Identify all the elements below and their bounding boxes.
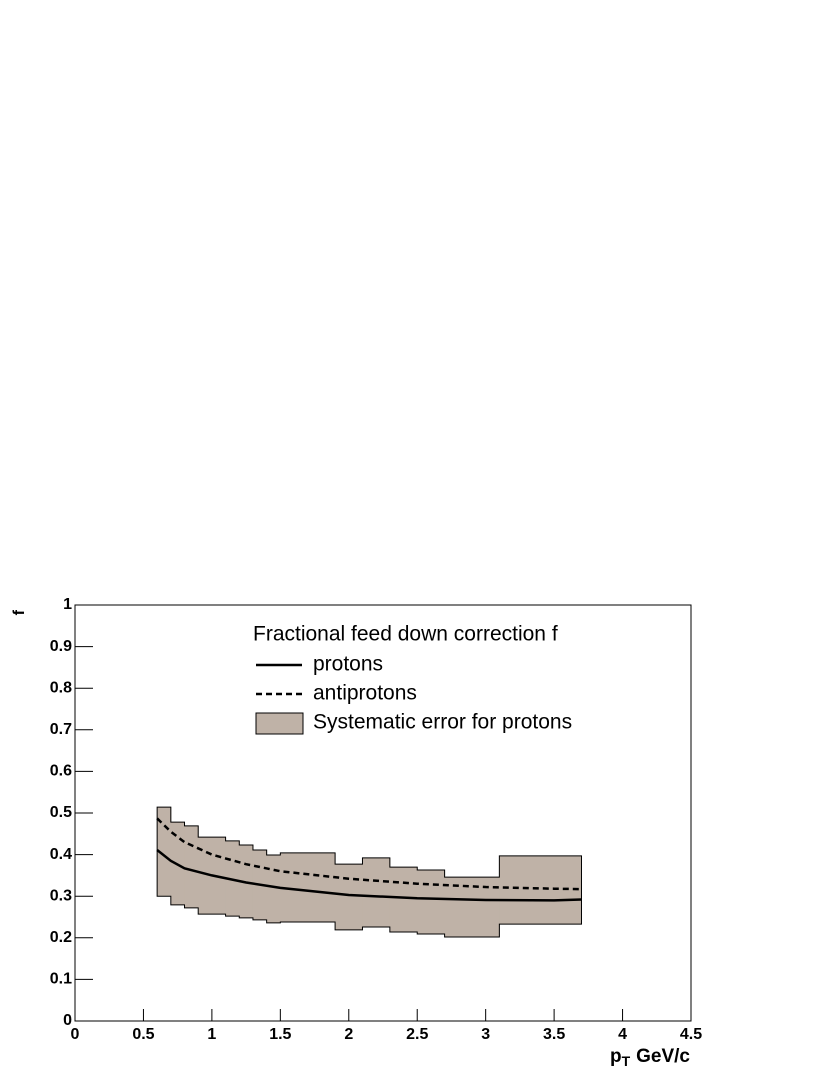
x-label-sub: T — [622, 1053, 631, 1069]
error-band-outline — [156, 806, 582, 938]
x-tick-label: 0 — [71, 1026, 80, 1043]
y-tick-label: 0.8 — [50, 679, 72, 696]
x-label-main: p — [610, 1046, 622, 1067]
error-band-bin — [444, 877, 500, 937]
error-band-bin — [335, 864, 363, 930]
error-band-bin — [417, 869, 446, 935]
y-tick-label: 0.2 — [50, 929, 72, 946]
y-axis-label: f — [11, 609, 28, 615]
y-tick-label: 0.4 — [50, 846, 72, 863]
y-tick-label: 0.9 — [50, 638, 72, 655]
legend-title: Fractional feed down correction f — [253, 623, 558, 646]
legend-label: antiprotons — [313, 682, 417, 705]
y-tick-label: 0.1 — [50, 971, 72, 988]
y-tick-label: 0.5 — [50, 804, 72, 821]
x-tick-label: 1.5 — [269, 1026, 291, 1043]
x-tick-label: 0.5 — [132, 1026, 154, 1043]
error-band-bin — [362, 857, 391, 927]
series-line — [156, 849, 582, 902]
y-tick-label: 0.7 — [50, 721, 72, 738]
y-tick-label: 0 — [63, 1012, 72, 1029]
y-tick-label: 0.6 — [50, 763, 72, 780]
error-band-bin — [266, 855, 281, 923]
legend-swatch — [255, 712, 304, 735]
legend-label: protons — [313, 653, 383, 676]
error-band-bin — [389, 867, 418, 932]
legend-label: Systematic error for protons — [313, 711, 572, 734]
y-tick-label: 0.3 — [50, 887, 72, 904]
error-band-bin — [280, 852, 336, 922]
x-tick-label: 4 — [618, 1026, 627, 1043]
x-tick-label: 2.5 — [406, 1026, 428, 1043]
y-tick-label: 1 — [63, 596, 72, 613]
x-tick-label: 1 — [207, 1026, 216, 1043]
error-band-bin — [499, 855, 582, 925]
series-line — [156, 817, 582, 891]
x-axis-label: pT GeV/c — [610, 1046, 690, 1069]
x-tick-label: 2 — [344, 1026, 353, 1043]
x-tick-label: 3 — [481, 1026, 490, 1043]
error-band-bin — [184, 825, 199, 908]
x-tick-label: 3.5 — [543, 1026, 565, 1043]
x-tick-label: 4.5 — [680, 1026, 702, 1043]
x-label-rest: GeV/c — [636, 1046, 690, 1067]
